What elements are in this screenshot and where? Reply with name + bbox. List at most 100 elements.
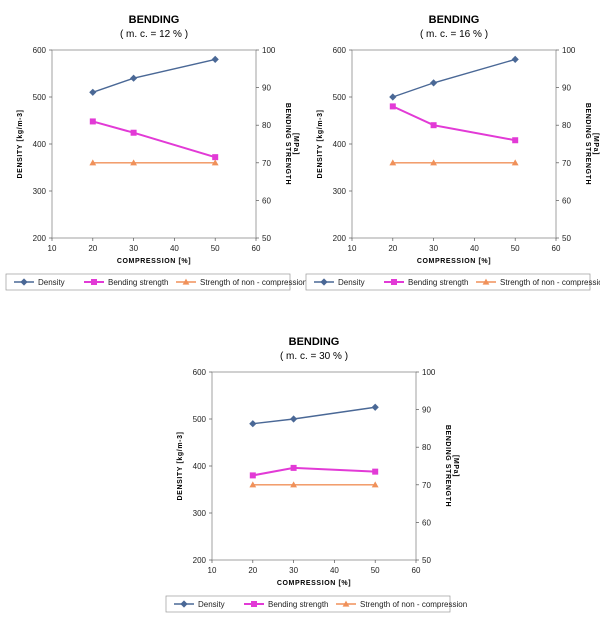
x-tick-label: 40 bbox=[330, 566, 339, 575]
plot-area bbox=[351, 49, 557, 239]
x-tick-label: 20 bbox=[248, 566, 257, 575]
chart-panel-mc30: BENDING( m. c. = 30 % ) 10 20 30 40 50 60 200 30… bbox=[160, 322, 467, 628]
data-point-nonc bbox=[511, 159, 519, 166]
data-point-bending bbox=[290, 464, 297, 471]
chart-subtitle: ( m. c. = 12 % ) bbox=[120, 29, 188, 40]
legend-label-density: Density bbox=[338, 278, 365, 287]
legend bbox=[305, 273, 591, 291]
legend-label-bending: Bending strength bbox=[268, 600, 329, 609]
plot-area bbox=[211, 371, 417, 561]
data-point-density bbox=[290, 415, 298, 423]
data-point-nonc bbox=[430, 159, 437, 166]
legend-marker-nonc bbox=[182, 278, 190, 285]
x-tick-label: 40 bbox=[470, 244, 479, 253]
x-tick-label: 50 bbox=[211, 244, 220, 253]
x-axis-label: COMPRESSION [%] bbox=[417, 258, 491, 265]
x-axis-label: COMPRESSION [%] bbox=[117, 258, 191, 265]
data-point-density bbox=[511, 55, 519, 63]
x-tick-label: 60 bbox=[552, 244, 561, 253]
bending-chart: BENDING( m. c. = 12 % )10 20 30 40 50 6020030… bbox=[5, 14, 307, 291]
legend-label-density: Density bbox=[198, 600, 225, 609]
y2-tick-label: 80 bbox=[562, 121, 571, 130]
y-tick-label: 600 bbox=[193, 368, 207, 377]
y-tick-label: 200 bbox=[333, 234, 347, 243]
legend-label-bending: Bending strength bbox=[408, 278, 469, 287]
bending-chart: BENDING( m. c. = 30 % )10 20 30 40 50 6020030… bbox=[165, 336, 467, 613]
chart-subtitle: ( m. c. = 16 % ) bbox=[420, 29, 488, 40]
y2-tick-label: 70 bbox=[422, 481, 431, 490]
y2-tick-label: 70 bbox=[562, 159, 571, 168]
y2-tick-label: 60 bbox=[262, 196, 271, 205]
x-tick-label: 10 bbox=[48, 244, 57, 253]
x-tick-label: 50 bbox=[511, 244, 520, 253]
x-tick-label: 60 bbox=[252, 244, 261, 253]
y-tick-label: 300 bbox=[33, 187, 47, 196]
y-axis-label: DENSITY [kg/m-3] bbox=[177, 432, 184, 501]
data-point-bending bbox=[430, 122, 437, 129]
y-tick-label: 200 bbox=[33, 234, 47, 243]
y2-tick-label: 60 bbox=[422, 518, 431, 527]
legend-marker-density bbox=[320, 278, 328, 286]
data-point-density bbox=[211, 55, 219, 63]
y-tick-label: 400 bbox=[33, 140, 47, 149]
y-tick-label: 300 bbox=[193, 509, 207, 518]
bending-chart: BENDING( m. c. = 16 % )10 20 30 40 50 6020030… bbox=[305, 14, 600, 291]
x-tick-label: 30 bbox=[429, 244, 438, 253]
y-tick-label: 500 bbox=[33, 93, 47, 102]
data-point-bending bbox=[389, 103, 396, 110]
plot-area bbox=[51, 49, 257, 239]
legend-marker-bending bbox=[91, 279, 97, 285]
y2-axis-label: [MPa] bbox=[452, 455, 459, 477]
y2-tick-label: 100 bbox=[262, 46, 276, 55]
x-tick-label: 20 bbox=[388, 244, 397, 253]
legend-marker-nonc bbox=[342, 600, 350, 607]
legend-label-bending: Bending strength bbox=[108, 278, 169, 287]
y-tick-label: 200 bbox=[193, 556, 207, 565]
data-point-bending bbox=[130, 129, 137, 136]
x-tick-label: 60 bbox=[412, 566, 421, 575]
legend bbox=[5, 273, 291, 291]
data-point-nonc bbox=[290, 481, 297, 488]
legend-marker-density bbox=[180, 600, 188, 608]
y-tick-label: 500 bbox=[333, 93, 347, 102]
y2-tick-label: 100 bbox=[562, 46, 576, 55]
y2-tick-label: 50 bbox=[562, 234, 571, 243]
y-tick-label: 400 bbox=[333, 140, 347, 149]
x-tick-label: 30 bbox=[289, 566, 298, 575]
legend-label-density: Density bbox=[38, 278, 65, 287]
y2-axis-label: BENDING STRENGTH bbox=[284, 103, 291, 185]
y-axis-label: DENSITY [kg/m-3] bbox=[17, 110, 24, 179]
data-point-nonc bbox=[130, 159, 137, 166]
data-point-density bbox=[89, 88, 97, 96]
chart-subtitle: ( m. c. = 30 % ) bbox=[280, 351, 348, 362]
chart-title: BENDING bbox=[129, 14, 180, 26]
chart-panel-mc12: BENDING( m. c. = 12 % ) 10 20 30 40 50 60 200 30… bbox=[0, 0, 307, 306]
x-tick-label: 20 bbox=[88, 244, 97, 253]
chart-panel-mc16: BENDING( m. c. = 16 % ) 10 20 30 40 50 60 200 30… bbox=[300, 0, 600, 306]
data-point-nonc bbox=[211, 159, 219, 166]
y2-tick-label: 90 bbox=[422, 406, 431, 415]
y-tick-label: 400 bbox=[193, 462, 207, 471]
data-point-bending bbox=[212, 154, 219, 161]
chart-title: BENDING bbox=[429, 14, 480, 26]
y-tick-label: 500 bbox=[193, 415, 207, 424]
data-point-nonc bbox=[371, 481, 379, 488]
x-tick-label: 50 bbox=[371, 566, 380, 575]
y-tick-label: 600 bbox=[333, 46, 347, 55]
legend-marker-bending bbox=[251, 601, 257, 607]
legend-label-nonc: Strength of non - compression bbox=[500, 278, 600, 287]
y2-tick-label: 100 bbox=[422, 368, 436, 377]
legend-label-nonc: Strength of non - compression bbox=[200, 278, 307, 287]
x-tick-label: 10 bbox=[348, 244, 357, 253]
legend bbox=[165, 595, 451, 613]
data-point-bending bbox=[372, 468, 379, 475]
data-point-bending bbox=[89, 118, 96, 125]
x-axis-label: COMPRESSION [%] bbox=[277, 580, 351, 587]
data-point-nonc bbox=[389, 159, 397, 166]
data-point-density bbox=[371, 403, 379, 411]
y2-axis-label: [MPa] bbox=[292, 133, 299, 155]
x-tick-label: 10 bbox=[208, 566, 217, 575]
y2-axis-label: BENDING STRENGTH bbox=[444, 425, 451, 507]
legend-marker-density bbox=[20, 278, 28, 286]
y2-tick-label: 80 bbox=[422, 443, 431, 452]
